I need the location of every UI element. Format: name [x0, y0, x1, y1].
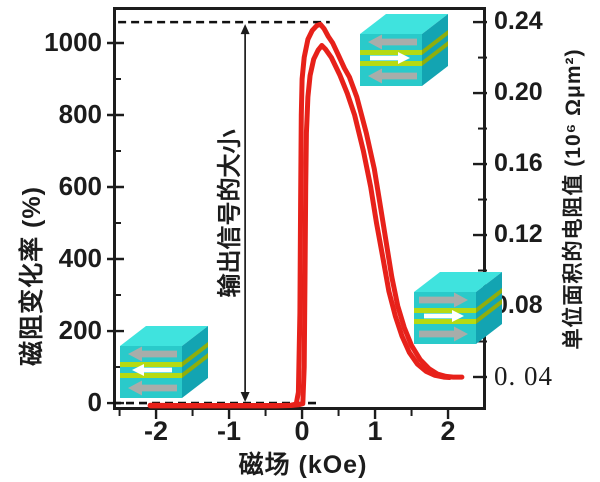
tunnel-barrier-layer	[120, 373, 182, 378]
x-axis-tick-label: -2	[144, 416, 169, 446]
cube-side-face	[476, 272, 502, 344]
left-axis-tick-label: 400	[58, 242, 102, 273]
tunnel-barrier-layer	[360, 61, 422, 66]
right-axis-tick-label: 0. 04	[494, 360, 553, 391]
left-axis-title: 磁阻变化率 (%)	[18, 186, 46, 366]
left-axis-tick-label: 200	[58, 314, 102, 345]
tunnel-barrier-layer	[414, 319, 476, 324]
magnetization-arrow-right-icon	[370, 52, 410, 64]
plot-frame	[113, 7, 486, 410]
left-axis-tick-label: 800	[58, 98, 102, 129]
magnetization-arrow-right-icon	[419, 292, 468, 308]
cube-top-face	[414, 272, 502, 292]
annotation-output-signal-label: 输出信号的大小	[216, 129, 244, 298]
x-axis-title: 磁场 (kOe)	[238, 451, 368, 479]
left-axis-tick-label: 600	[58, 170, 102, 201]
junction-diagram-right-middle	[414, 272, 502, 344]
cube-side-layer-stripe	[422, 41, 448, 66]
magnetization-arrow-left-icon	[128, 380, 177, 396]
magnetization-arrow-left-icon	[368, 68, 417, 84]
magnetization-arrow-right-icon	[419, 326, 468, 342]
cube-side-layer-stripe	[182, 342, 208, 367]
left-axis-tick-label: 1000	[44, 26, 102, 57]
tunnel-barrier-layer	[120, 362, 182, 367]
arrow-head-up-icon	[240, 24, 250, 35]
x-axis-tick-label: 0	[294, 416, 310, 446]
tunnel-barrier-layer	[414, 308, 476, 313]
right-axis-tick-label: 0.08	[494, 291, 543, 319]
arrow-head-down-icon	[240, 392, 250, 403]
cube-side-layer-stripe	[476, 299, 502, 324]
junction-diagram-bottom-left	[120, 326, 208, 398]
magnetization-arrow-right-icon	[424, 310, 464, 322]
cube-side-layer-stripe	[476, 288, 502, 313]
x-axis-tick-label: -1	[217, 416, 242, 446]
cube-top-face	[360, 14, 448, 34]
magnetization-arrow-left-icon	[128, 346, 177, 362]
cube-side-face	[182, 326, 208, 398]
left-axis-tick-label: 0	[87, 386, 102, 417]
right-axis-tick-label: 0.16	[494, 149, 543, 178]
cube-top-face	[120, 326, 208, 346]
junction-diagram-top-right	[360, 14, 448, 86]
curve-loop-branch-inner	[147, 43, 452, 409]
x-axis-tick-label: 2	[440, 416, 456, 446]
cube-side-layer-stripe	[182, 353, 208, 378]
tunnel-barrier-layer	[360, 50, 422, 55]
cube-side-layer-stripe	[422, 30, 448, 55]
right-axis-tick-label: 0.24	[494, 7, 543, 36]
magnetization-arrow-left-icon	[132, 364, 172, 376]
right-axis-title: 单位面积的电阻值 (10⁶ Ωμm²)	[562, 48, 585, 350]
right-axis-tick-label: 0.12	[494, 220, 543, 249]
x-axis-tick-label: 1	[367, 416, 383, 446]
cube-side-face	[422, 14, 448, 86]
right-axis-tick-label: 0.20	[494, 78, 543, 107]
magnetization-arrow-left-icon	[368, 34, 417, 50]
